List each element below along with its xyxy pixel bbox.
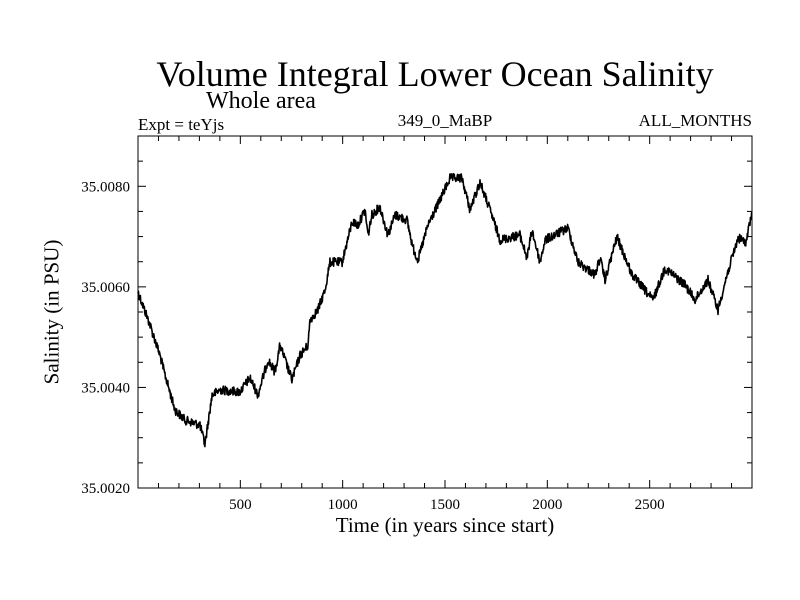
y-tick-label: 35.0080	[81, 179, 130, 195]
x-tick-label: 1500	[430, 497, 460, 513]
y-tick-label: 35.0020	[81, 481, 130, 497]
y-tick-label: 35.0040	[81, 380, 130, 396]
experiment-label: Expt = teYjs	[138, 115, 225, 134]
months-label: ALL_MONTHS	[638, 111, 752, 130]
y-tick-label: 35.0060	[81, 280, 130, 296]
x-tick-label: 2500	[635, 497, 665, 513]
chart-title: Volume Integral Lower Ocean Salinity	[156, 54, 714, 94]
x-axis-label: Time (in years since start)	[335, 513, 555, 537]
tick-labels: 500 1000 1500 2000 2500 35.0020 35.0040 35.0060…	[81, 179, 664, 513]
series-line	[137, 172, 753, 448]
chart-subtitle: Whole area	[206, 88, 316, 114]
plot-frame	[137, 135, 753, 489]
series-lines	[137, 172, 753, 448]
x-tick-label: 2000	[532, 497, 562, 513]
axis-ticks	[138, 136, 752, 488]
x-tick-label: 1000	[328, 497, 358, 513]
x-tick-label: 500	[229, 497, 252, 513]
period-label: 349_0_MaBP	[397, 111, 493, 130]
